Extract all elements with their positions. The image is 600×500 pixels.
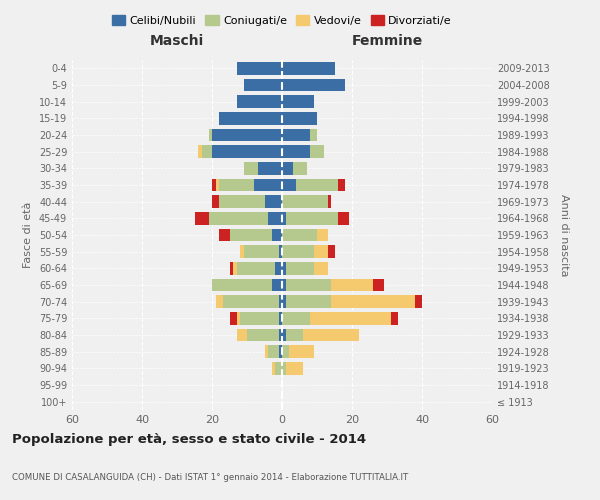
Text: Femmine: Femmine <box>352 34 422 48</box>
Bar <box>282 229 317 241</box>
Bar <box>268 346 278 358</box>
Bar <box>282 62 335 74</box>
Bar <box>278 329 282 341</box>
Bar <box>202 146 212 158</box>
Bar <box>265 346 268 358</box>
Bar <box>223 296 278 308</box>
Bar <box>244 246 278 258</box>
Bar <box>286 329 303 341</box>
Bar <box>212 196 219 208</box>
Bar <box>282 262 286 274</box>
Bar <box>278 246 282 258</box>
Bar <box>331 279 373 291</box>
Bar <box>194 212 209 224</box>
Bar <box>229 262 233 274</box>
Bar <box>212 129 282 141</box>
Bar <box>286 279 331 291</box>
Bar <box>244 162 257 174</box>
Bar <box>209 212 268 224</box>
Bar <box>254 179 282 192</box>
Bar <box>240 246 244 258</box>
Bar <box>282 312 310 324</box>
Bar <box>391 312 398 324</box>
Y-axis label: Anni di nascita: Anni di nascita <box>559 194 569 276</box>
Bar <box>240 312 278 324</box>
Bar <box>282 196 328 208</box>
Bar <box>282 112 317 124</box>
Bar <box>236 312 240 324</box>
Bar <box>415 296 422 308</box>
Bar <box>282 246 314 258</box>
Bar <box>296 179 338 192</box>
Bar <box>198 146 202 158</box>
Legend: Celibi/Nubili, Coniugati/e, Vedovi/e, Divorziati/e: Celibi/Nubili, Coniugati/e, Vedovi/e, Di… <box>107 10 457 30</box>
Bar <box>275 262 282 274</box>
Bar <box>310 129 317 141</box>
Bar <box>278 296 282 308</box>
Bar <box>328 246 335 258</box>
Bar <box>282 362 286 374</box>
Bar <box>338 179 345 192</box>
Bar <box>282 179 296 192</box>
Bar <box>219 112 282 124</box>
Bar <box>236 329 247 341</box>
Bar <box>303 329 359 341</box>
Bar <box>338 212 349 224</box>
Bar <box>282 296 286 308</box>
Bar <box>212 279 271 291</box>
Bar <box>236 96 282 108</box>
Bar <box>278 312 282 324</box>
Bar <box>212 146 282 158</box>
Bar <box>215 296 223 308</box>
Bar <box>286 212 338 224</box>
Bar <box>282 329 286 341</box>
Bar <box>282 129 310 141</box>
Bar <box>282 146 310 158</box>
Bar <box>289 346 314 358</box>
Bar <box>236 62 282 74</box>
Text: COMUNE DI CASALANGUIDA (CH) - Dati ISTAT 1° gennaio 2014 - Elaborazione TUTTITAL: COMUNE DI CASALANGUIDA (CH) - Dati ISTAT… <box>12 473 408 482</box>
Bar <box>229 312 236 324</box>
Bar <box>219 229 229 241</box>
Bar <box>293 162 307 174</box>
Bar <box>219 196 265 208</box>
Bar <box>317 229 328 241</box>
Bar <box>373 279 383 291</box>
Bar <box>265 196 282 208</box>
Bar <box>282 346 289 358</box>
Bar <box>236 262 275 274</box>
Bar <box>215 179 219 192</box>
Bar <box>219 179 254 192</box>
Bar <box>282 279 286 291</box>
Bar <box>271 229 282 241</box>
Bar <box>268 212 282 224</box>
Bar <box>212 179 215 192</box>
Bar <box>328 196 331 208</box>
Bar <box>282 212 286 224</box>
Bar <box>275 362 282 374</box>
Bar <box>314 262 328 274</box>
Bar <box>314 246 328 258</box>
Bar <box>247 329 278 341</box>
Bar <box>286 362 303 374</box>
Text: Popolazione per età, sesso e stato civile - 2014: Popolazione per età, sesso e stato civil… <box>12 432 366 446</box>
Bar <box>278 346 282 358</box>
Y-axis label: Fasce di età: Fasce di età <box>23 202 33 268</box>
Text: Maschi: Maschi <box>150 34 204 48</box>
Bar <box>286 296 331 308</box>
Bar <box>244 79 282 92</box>
Bar <box>310 312 391 324</box>
Bar <box>282 162 293 174</box>
Bar <box>257 162 282 174</box>
Bar <box>209 129 212 141</box>
Bar <box>271 362 275 374</box>
Bar <box>229 229 271 241</box>
Bar <box>282 79 345 92</box>
Bar <box>271 279 282 291</box>
Bar <box>286 262 314 274</box>
Bar <box>331 296 415 308</box>
Bar <box>282 96 314 108</box>
Bar <box>233 262 236 274</box>
Bar <box>310 146 324 158</box>
